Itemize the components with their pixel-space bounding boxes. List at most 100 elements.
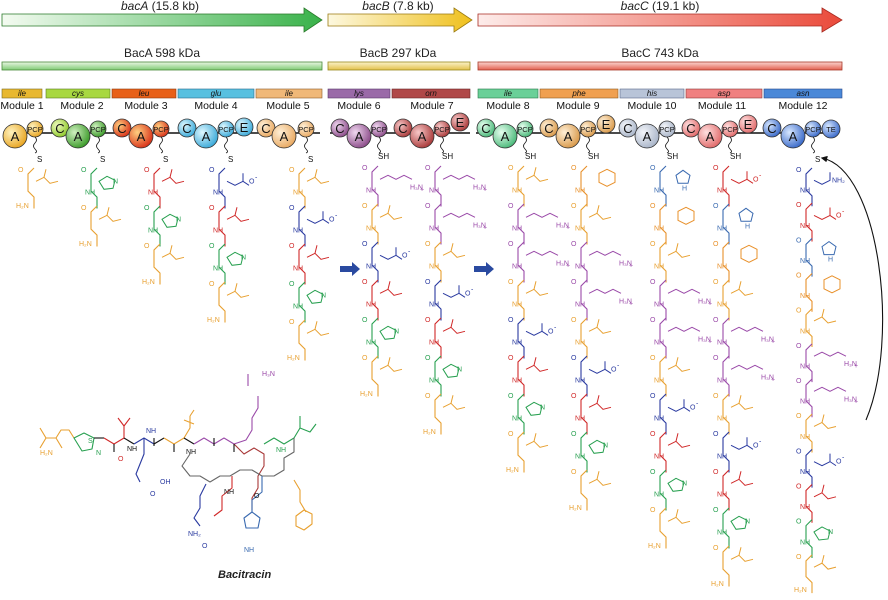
domain-a [409, 123, 435, 149]
domain-pcp-label: PCP [805, 125, 820, 134]
residue-cys [722, 507, 730, 549]
atom-label: O [713, 165, 719, 172]
atom-label: NH [800, 539, 810, 546]
residue-leu [371, 279, 379, 321]
substrate-bars: ile cys leu glu ile lys orn ile phe his … [1, 88, 843, 99]
atom-label: H₃N [473, 222, 486, 229]
residue-phe [659, 203, 667, 245]
side-chain-glu [226, 173, 250, 186]
atom-label: O [650, 203, 656, 210]
substrate-bar [763, 88, 843, 99]
atom-label: NH [276, 447, 286, 454]
domain-c [393, 118, 413, 138]
atom-label: O [571, 165, 577, 172]
atom-label: O [753, 176, 759, 183]
side-chain-ile [730, 547, 754, 562]
bacitracin-label: Bacitracin [218, 569, 271, 581]
module-label: Module 11 [698, 100, 746, 112]
module-label: Module 4 [194, 100, 237, 112]
atom-label: + [708, 338, 712, 345]
atom-label: O [202, 543, 208, 550]
atom-label: NH [224, 489, 234, 496]
atom-label: NH [429, 226, 439, 233]
protein-label-bacb: BacB 297 kDa [360, 46, 437, 60]
atom-label: H₂N [40, 450, 53, 457]
atom-label: N [745, 518, 750, 525]
atom-label: + [771, 376, 775, 383]
atom-label: O [289, 243, 295, 250]
atom-label: NH [293, 304, 303, 311]
side-chain-ile [813, 414, 837, 430]
side-chain-orn [442, 174, 476, 180]
atom-label: S [88, 438, 93, 445]
residue-lys [517, 241, 525, 283]
domain-e [450, 112, 470, 132]
atom-label: O [796, 484, 802, 491]
substrate-bar [1, 88, 43, 99]
side-chain-ile [813, 555, 837, 570]
atom-label: O [18, 167, 24, 174]
side-chain-ile [35, 169, 59, 184]
atom-label: O [249, 178, 255, 185]
domain-e-label: E [602, 117, 611, 132]
atom-label: NH [186, 449, 196, 456]
module-label: Module 5 [266, 100, 309, 112]
atom-label: NH [800, 223, 810, 230]
side-chain-asp [730, 171, 754, 184]
atom-label: O [508, 279, 514, 286]
protein-bar-bacb [327, 61, 471, 71]
domain-pcp-label: PCP [218, 125, 233, 134]
residue-ile [517, 279, 525, 321]
residue-cys [805, 519, 813, 558]
atom-label: - [696, 400, 699, 407]
residue-ile [298, 319, 306, 361]
atom-label: N [457, 366, 462, 373]
domain-a-label: A [418, 129, 427, 144]
thiazoline-ring [525, 401, 543, 416]
atom-label: O [650, 241, 656, 248]
thiazoline-ring [98, 175, 116, 190]
side-chain-asn [813, 172, 831, 185]
thioester-links [33, 136, 815, 154]
side-chain-ile [525, 281, 549, 296]
substrate-label: orn [425, 89, 437, 98]
domain-a-label: A [706, 129, 715, 144]
residue-ile [805, 308, 813, 347]
residue-ile [722, 393, 730, 435]
atom-label: NH [800, 399, 810, 406]
domain-c-label: C [481, 121, 490, 136]
side-chain-leu [226, 207, 250, 222]
substrate-bar [111, 88, 177, 99]
atom-label: O [508, 393, 514, 400]
residue-cys [659, 469, 667, 511]
residue-cys [153, 205, 161, 247]
atom-label: - [554, 324, 557, 331]
atom-label: O [362, 165, 368, 172]
side-chain-ile [730, 395, 754, 410]
atom-label: NH [146, 428, 156, 435]
domains-bacb: C A PCP C A PCP E [330, 112, 470, 149]
atom-label: H₃N [761, 336, 774, 343]
atom-label: NH [654, 416, 664, 423]
atom-label: NH [800, 188, 810, 195]
atom-label: O [713, 203, 719, 210]
domain-c-label: C [686, 121, 695, 136]
side-chain-ile [588, 319, 612, 334]
atom-label: H₃N [556, 222, 569, 229]
substrate-label: asp [718, 89, 731, 98]
imidazole-ring [738, 207, 754, 222]
atom-label: H₃N [844, 361, 857, 368]
atom-label: NH [717, 264, 727, 271]
atom-label: O [425, 279, 431, 286]
atom-label: NH₂ [832, 177, 845, 184]
substrate-bar [255, 88, 323, 99]
gene-label-bacb: bacB (7.8 kb) [362, 0, 433, 13]
residue-ile [371, 203, 379, 245]
atom-label: NH₂ [188, 531, 201, 538]
atom-label: O [571, 393, 577, 400]
process-arrow-1 [340, 262, 360, 276]
domain-a [2, 123, 28, 149]
module-label: Module 8 [486, 100, 529, 112]
atom-label: NH [717, 188, 727, 195]
residue-his [722, 203, 730, 245]
